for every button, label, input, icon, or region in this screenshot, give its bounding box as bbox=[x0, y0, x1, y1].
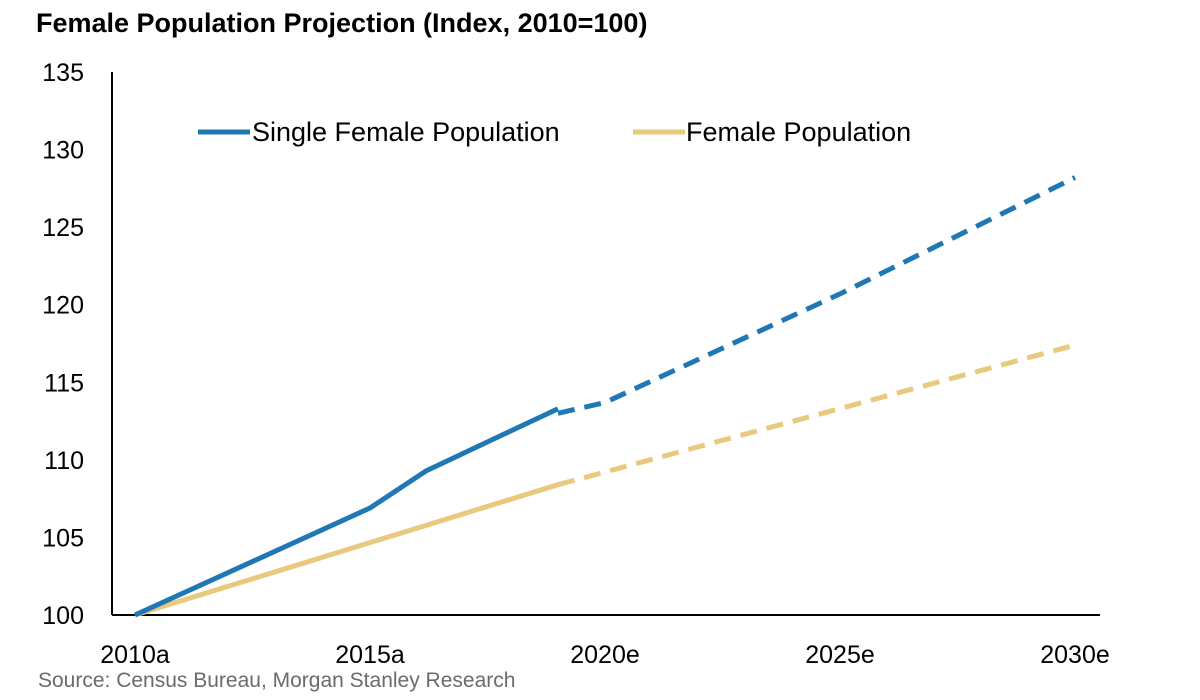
y-tick-label: 110 bbox=[44, 447, 84, 475]
x-tick-label: 2025e bbox=[805, 641, 875, 669]
source-note: Source: Census Bureau, Morgan Stanley Re… bbox=[38, 669, 516, 692]
y-tick-label: 115 bbox=[44, 369, 84, 397]
y-tick-label: 135 bbox=[42, 59, 84, 87]
x-tick-label: 2010a bbox=[100, 641, 170, 669]
y-tick-label: 100 bbox=[42, 602, 84, 630]
series-lines bbox=[133, 175, 1077, 618]
x-axis-ticks: 2010a 2015a 2020e 2025e 2030e bbox=[100, 641, 1110, 669]
single-female-populationlegend-label: Single Female Population bbox=[252, 117, 560, 147]
y-tick-label: 125 bbox=[42, 214, 84, 242]
x-tick-label: 2015a bbox=[335, 641, 405, 669]
female-populationlegend-label: Female Population bbox=[686, 117, 911, 147]
single-female-populationprojected-line bbox=[557, 175, 1077, 416]
single-female-populationactual-line bbox=[133, 406, 560, 618]
female-populationprojected-line bbox=[557, 342, 1076, 488]
x-tick-label: 2020e bbox=[570, 641, 640, 669]
y-tick-label: 120 bbox=[42, 292, 84, 320]
x-tick-label: 2030e bbox=[1040, 641, 1110, 669]
legend: Single Female Population Female Populatio… bbox=[198, 117, 911, 147]
y-tick-label: 130 bbox=[42, 137, 84, 165]
axes bbox=[111, 72, 1100, 616]
female-populationactual-line bbox=[134, 482, 559, 618]
y-tick-label: 105 bbox=[42, 524, 84, 552]
y-axis-ticks: 100 105 110 115 120 125 130 135 bbox=[42, 59, 84, 630]
chart-title: Female Population Projection (Index, 201… bbox=[36, 8, 648, 38]
